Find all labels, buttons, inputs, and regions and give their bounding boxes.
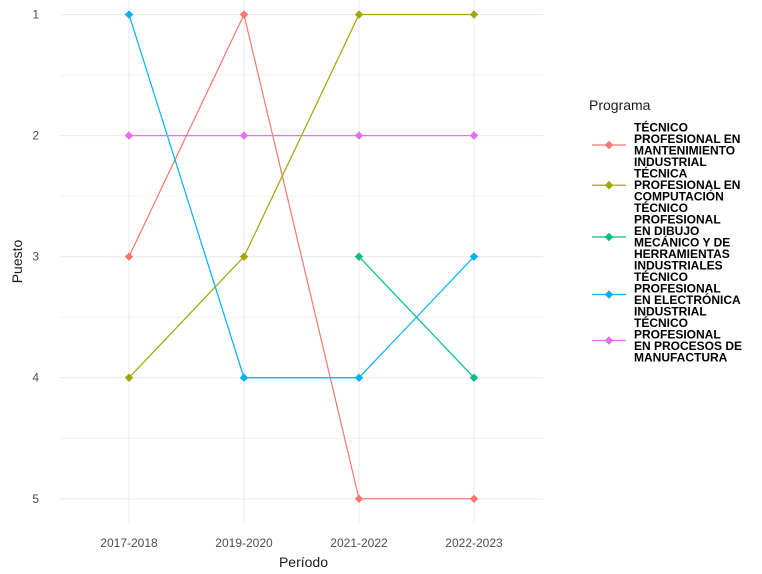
- legend-label-line: PROFESIONAL: [634, 213, 721, 227]
- y-tick-label: 4: [32, 371, 39, 385]
- data-point: [239, 131, 249, 140]
- series-5: [124, 131, 479, 140]
- legend-label-line: HERRAMIENTAS: [634, 247, 730, 261]
- legend-label-line: EN PROCESOS DE: [634, 339, 742, 353]
- legend-label-line: PROFESIONAL: [634, 328, 721, 342]
- y-tick-label: 5: [32, 492, 39, 506]
- legend-label-line: PROFESIONAL EN: [634, 178, 740, 192]
- legend-label-line: INDUSTRIAL: [634, 305, 707, 319]
- data-point: [239, 10, 249, 19]
- x-tick-label: 2019-2020: [215, 536, 273, 550]
- legend-label-line: EN ELECTRÓNICA: [634, 292, 741, 307]
- data-point: [124, 131, 134, 140]
- legend-label-line: PROFESIONAL: [634, 282, 721, 296]
- data-point: [239, 252, 249, 261]
- x-tick-label: 2017-2018: [100, 536, 158, 550]
- x-tick-label: 2021-2022: [330, 536, 388, 550]
- legend-label-line: MANTENIMIENTO: [634, 144, 735, 158]
- legend-label-line: MANUFACTURA: [634, 351, 728, 365]
- legend-label-line: COMPUTACIÓN: [634, 189, 724, 204]
- data-point: [124, 10, 134, 19]
- legend-label-line: TÉCNICO: [634, 200, 688, 215]
- data-point: [469, 252, 479, 261]
- legend-label-line: EN DIBUJO: [634, 224, 699, 238]
- data-point: [469, 10, 479, 19]
- legend-label-line: TÉCNICO: [634, 120, 688, 135]
- y-tick-label: 1: [32, 8, 39, 22]
- legend-key-point: [604, 232, 614, 242]
- legend-key-point: [604, 140, 614, 150]
- data-point: [354, 10, 364, 19]
- legend-title: Programa: [589, 97, 651, 113]
- series-line: [128, 14, 475, 379]
- data-point: [469, 373, 479, 382]
- series-group: [124, 10, 479, 503]
- x-tick-label: 2022-2023: [445, 536, 503, 550]
- data-point: [354, 131, 364, 140]
- x-axis-ticks: 2017-2018 2019-2020 2021-2022 2022-2023: [100, 536, 503, 550]
- legend-key-point: [604, 181, 614, 190]
- legend-label-line: INDUSTRIAL: [634, 155, 707, 169]
- y-axis-title: Puesto: [9, 239, 25, 283]
- legend-key-point: [604, 290, 614, 299]
- data-point: [469, 494, 479, 503]
- legend-label-line: MECÁNICO Y DE: [634, 235, 730, 250]
- y-tick-label: 2: [32, 129, 39, 143]
- legend-label-line: INDUSTRIALES: [634, 259, 723, 273]
- y-axis-ticks: 1 2 3 4 5: [32, 8, 39, 506]
- legend-label-line: TÉCNICO: [634, 269, 688, 284]
- data-point: [354, 252, 364, 261]
- legend-key-point: [604, 336, 614, 345]
- series-4: [124, 10, 479, 382]
- data-point: [124, 252, 134, 261]
- data-point: [354, 373, 364, 382]
- legend-label-line: PROFESIONAL EN: [634, 132, 740, 146]
- data-point: [469, 131, 479, 140]
- data-point: [239, 373, 249, 382]
- legend-label-line: TÉCNICO: [634, 315, 688, 330]
- data-point: [354, 494, 364, 503]
- y-tick-label: 3: [32, 250, 39, 264]
- grid: [60, 0, 543, 523]
- legend-label-line: TÉCNICA: [634, 166, 688, 181]
- x-axis-title: Período: [279, 554, 328, 570]
- data-point: [124, 373, 134, 382]
